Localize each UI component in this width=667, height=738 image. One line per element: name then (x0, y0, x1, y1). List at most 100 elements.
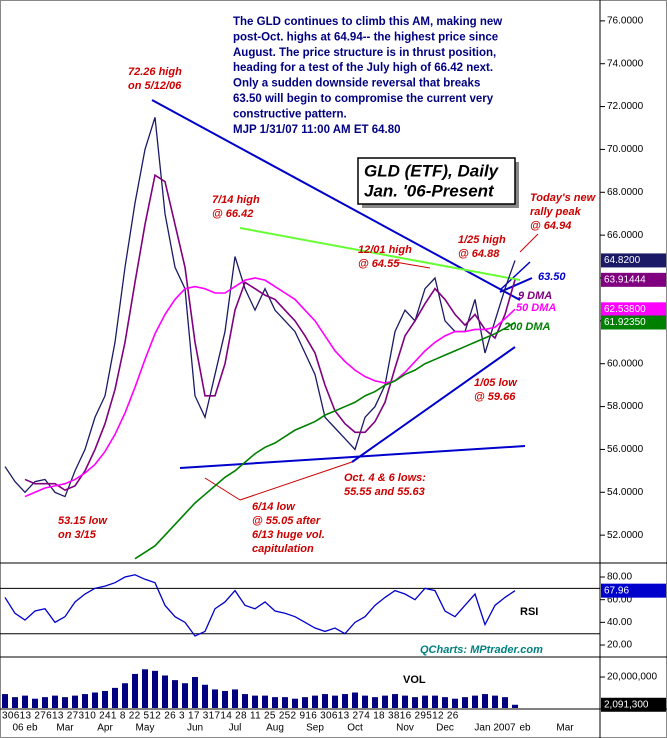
bar (422, 695, 428, 708)
bar (72, 695, 78, 708)
y-tick-label: 80.00 (607, 572, 632, 583)
bar (202, 684, 208, 708)
trendline (499, 261, 531, 291)
bar (32, 698, 38, 708)
bar (452, 698, 458, 708)
annotation: @ 55.05 after (252, 515, 321, 527)
x-tick-label: eb (519, 723, 531, 734)
trendline (151, 99, 521, 301)
series-label: 50 DMA (516, 302, 556, 314)
pointer (394, 261, 431, 269)
value-label: 64.8200 (604, 255, 641, 266)
bar (12, 697, 18, 708)
annotation: 72.26 high (128, 66, 182, 78)
commentary: MJP 1/31/07 11:00 AM ET 64.80 (233, 124, 401, 136)
bar (272, 697, 278, 708)
annotation: @ 66.42 (212, 208, 253, 220)
bar (262, 695, 268, 708)
value-label: 63.91444 (604, 274, 646, 285)
annotation: 55.55 and 55.63 (344, 486, 425, 498)
bar (362, 695, 368, 708)
bar (122, 683, 128, 708)
bar (212, 689, 218, 708)
credit: QCharts: MPtrader.com (420, 644, 543, 656)
panel-title: RSI (520, 606, 538, 618)
bar (372, 697, 378, 708)
bar (322, 694, 328, 708)
bar (182, 683, 188, 708)
y-tick-label: 58.0000 (607, 401, 644, 412)
x-tick-label: Apr (97, 723, 113, 734)
annotation: 12/01 high (358, 244, 412, 256)
bar (312, 695, 318, 708)
bar (252, 695, 258, 708)
x-day-labels: 30613 27613 27310 241 8 22 512 26 3 17 3… (2, 711, 459, 722)
annotation: 6/13 huge vol. (252, 529, 325, 541)
y-tick-label: 54.0000 (607, 487, 644, 498)
bar (292, 698, 298, 708)
y-tick-label: 66.0000 (607, 230, 644, 241)
annotation: 63.50 (538, 271, 566, 283)
series-line (24, 173, 516, 492)
value-box (601, 302, 666, 317)
bar (472, 695, 478, 708)
bar (462, 697, 468, 708)
annotation: 6/14 low (252, 501, 296, 513)
bar (432, 695, 438, 708)
commentary: August. The price structure is in thrust… (233, 47, 496, 59)
annotation: 1/05 low (474, 377, 518, 389)
bar (352, 692, 358, 708)
pointer (239, 461, 353, 501)
x-tick-label: Jul (229, 723, 242, 734)
commentary: post-Oct. highs at 64.94-- the highest p… (233, 31, 498, 43)
annotation: 53.15 low (58, 515, 108, 527)
panel-title: VOL (403, 674, 426, 686)
bar (402, 695, 408, 708)
resistance-line (239, 227, 521, 281)
y-tick-label: 72.0000 (607, 101, 644, 112)
bar (92, 692, 98, 708)
y-tick-label: 40.00 (607, 617, 632, 628)
series-line (4, 117, 516, 498)
annotation: on 5/12/06 (128, 80, 182, 92)
bar (282, 697, 288, 708)
bar (132, 673, 138, 708)
series-label: 9 DMA (518, 290, 552, 302)
value-box (601, 315, 666, 330)
series-label: 200 DMA (503, 321, 551, 333)
series-line (24, 277, 516, 498)
x-tick-label: Aug (266, 723, 284, 734)
annotation: @ 59.66 (474, 391, 516, 403)
bar (62, 697, 68, 708)
y-tick-label: 74.0000 (607, 58, 644, 69)
bar (102, 690, 108, 708)
bar (22, 695, 28, 708)
x-tick-label: Jun (187, 723, 203, 734)
value-label: 61.92350 (604, 317, 646, 328)
bar (232, 689, 238, 708)
x-tick-label: 06 eb (12, 723, 37, 734)
bar (502, 697, 508, 708)
bar (382, 695, 388, 708)
annotation: capitulation (252, 543, 314, 555)
commentary: constructive pattern. (233, 108, 347, 120)
value-box (601, 697, 666, 712)
series-line (134, 321, 516, 560)
bar (162, 675, 168, 708)
x-tick-label: Sep (306, 723, 324, 734)
commentary: 63.50 will begin to compromise the curre… (233, 93, 494, 105)
bar (82, 694, 88, 708)
y-tick-label: 56.0000 (607, 444, 644, 455)
y-tick-label: 60.0000 (607, 358, 644, 369)
y-tick-label: 60.00 (607, 594, 632, 605)
x-tick-label: Dec (436, 723, 454, 734)
annotation: 1/25 high (458, 234, 506, 246)
bar (222, 690, 228, 708)
title-box (357, 157, 516, 205)
bar (172, 680, 178, 708)
annotation: @ 64.88 (458, 248, 500, 260)
bar (412, 697, 418, 708)
annotation: @ 64.55 (358, 258, 400, 270)
y-tick-label: 76.0000 (607, 15, 644, 26)
